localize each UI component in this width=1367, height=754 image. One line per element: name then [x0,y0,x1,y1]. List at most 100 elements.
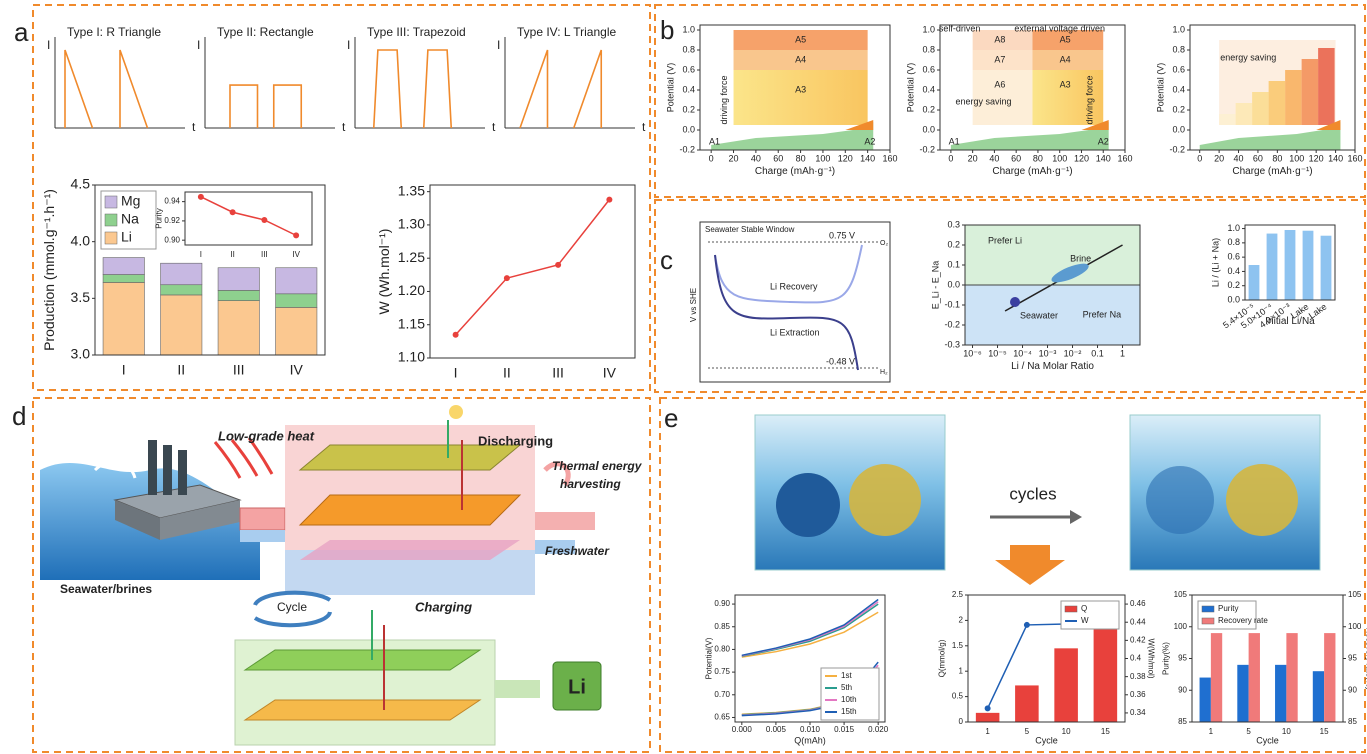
y-tick-label: 105 [1174,590,1188,599]
heat-arrows [215,438,272,478]
annotation: A2 [1098,136,1109,146]
bar [1237,665,1248,722]
y-tick-label: 0.3 [947,219,960,229]
waveform [374,50,402,128]
x-tick-label: 100 [815,153,830,163]
chart: 0.00.20.40.60.81.05.4×10⁻⁵5.0×10⁻⁴4.0×10… [1211,223,1335,331]
y-tick-label: 1.0 [1172,24,1185,34]
legend-swatch [1202,618,1214,624]
point [1010,297,1020,307]
y-tick-label: 0.2 [947,239,960,249]
plot-area [1245,225,1335,300]
y-axis-label: W (Wh.mol⁻¹) [376,229,392,315]
annotation: A7 [994,54,1005,64]
inlet-pipe [240,508,285,530]
point [261,217,267,223]
x-tick-label: 0.005 [766,725,787,734]
annotation: energy saving [956,96,1012,106]
y-axis-label: Potential(V) [705,637,714,679]
bulb [449,405,463,419]
x-tick-label: 10⁻⁶ [963,348,982,358]
y-tick-label: 0.8 [1172,44,1185,54]
y-tick-label: 1.15 [398,315,425,331]
y-tick-label: 0.1 [947,259,960,269]
x-tick-label: 60 [1253,153,1263,163]
x-tick-label: 10⁻⁵ [988,348,1007,358]
diagram-label: Freshwater [545,544,610,558]
point [555,262,561,268]
x-tick-label: 100 [1052,153,1067,163]
y-tick-label: 3.0 [71,346,91,362]
y-tick-label: 90 [1178,685,1187,694]
annotation: A5 [1060,34,1071,44]
point [606,197,612,203]
x-axis-label: Cycle [1035,736,1058,746]
y-axis-label: Li / (Li + Na) [1211,238,1221,287]
bar [1249,265,1260,300]
region-band [1252,92,1269,125]
chimney [163,445,172,495]
y-tick-label: -0.1 [944,299,960,309]
annotation: A8 [994,34,1005,44]
legend-label: Q [1081,604,1087,613]
bar [161,263,202,285]
bar [103,258,144,275]
y-tick-label: 95 [1178,654,1187,663]
chart: 0.650.700.750.800.850.900.0000.0050.0100… [705,595,889,746]
y2-tick-label: 85 [1348,717,1357,726]
y-tick-label: 1.0 [682,24,695,34]
x-tick-label: 80 [796,153,806,163]
y-tick-label: 0.0 [922,124,935,134]
y2-tick-label: 0.36 [1130,690,1146,699]
x-tick-label: 20 [968,153,978,163]
legend-label: 5th [841,683,852,692]
panel-letter: c [660,245,673,275]
y-axis-label: Purity [155,208,164,228]
diagram-label: Low-grade heat [218,428,315,443]
x-tick-label: 120 [838,153,853,163]
y-tick-label: 0.4 [1227,266,1240,276]
annotation: self-driven [939,23,981,33]
x-tick-label: 10 [1062,727,1071,736]
y-tick-label: 0.92 [164,216,180,225]
x-tick-label: 20 [729,153,739,163]
waveform [574,50,602,128]
y-tick-label: 1.10 [398,349,425,365]
waveform-title: Type I: R Triangle [67,25,161,39]
particle [849,464,921,536]
x-tick-label: I [122,362,126,378]
legend-label: Li [121,229,132,245]
diagram-label: Thermal energy [552,459,643,473]
y-tick-label: 0.65 [714,713,730,722]
point [985,705,991,711]
y-tick-label: 4.0 [71,232,91,248]
y-tick-label: 2.5 [952,590,964,599]
panel-letter: a [14,17,29,47]
region-band [1269,81,1286,125]
bar [1324,633,1335,722]
y-tick-label: 0.4 [682,84,695,94]
annotation: driving force [719,75,729,124]
x-tick-label: 40 [751,153,761,163]
schematic-ylabel: V vs SHE [689,288,698,322]
x-tick-label: 1 [1120,348,1125,358]
y2-tick-label: 0.38 [1130,672,1146,681]
region-band [1285,70,1302,125]
outlet-pipe [495,680,540,698]
panel-letter: d [12,401,26,431]
bar [218,268,259,291]
x-tick-label: 0.015 [834,725,855,734]
bar [1275,665,1286,722]
y-tick-label: -0.2 [944,319,960,329]
y-tick-label: 0.2 [1227,280,1240,290]
bar [276,268,317,294]
x-tick-label: II [230,250,234,259]
x-axis-label: Cycle [1256,736,1279,746]
point [1024,622,1030,628]
x-tick-label: 0.020 [868,725,889,734]
bar [1015,685,1039,722]
x-tick-label: 40 [989,153,999,163]
x-tick-label: 15 [1101,727,1110,736]
y-tick-label: 0.8 [1227,237,1240,247]
particle [776,473,840,537]
